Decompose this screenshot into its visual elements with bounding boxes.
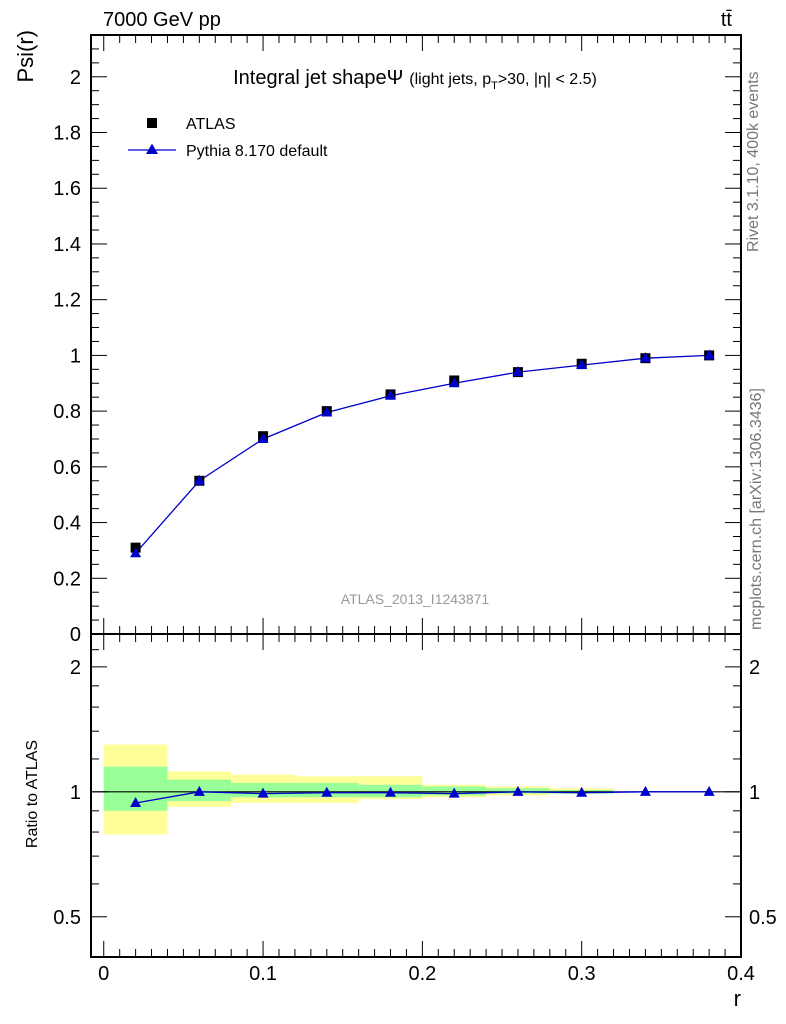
x-tick-label: 0.1 bbox=[249, 963, 277, 985]
pythia-point bbox=[130, 547, 142, 558]
pythia-point bbox=[385, 389, 397, 400]
pythia-point bbox=[703, 349, 715, 360]
pythia-point bbox=[321, 406, 333, 417]
ratio-point bbox=[639, 785, 651, 796]
legend-marker-pythia bbox=[146, 143, 158, 154]
pythia-point bbox=[576, 359, 588, 370]
analysis-tag: ATLAS_2013_I1243871 bbox=[341, 591, 490, 607]
y-axis-label: Psi(r) bbox=[13, 30, 38, 83]
y-tick-label: 1.6 bbox=[53, 178, 81, 200]
pythia-point bbox=[193, 474, 205, 485]
chart-title-text: Integral jet shape bbox=[233, 67, 386, 89]
ratio-tick-label-right: 1 bbox=[749, 782, 760, 804]
chart-title-symbol: Ψ bbox=[387, 67, 404, 89]
ratio-tick-label-right: 2 bbox=[749, 657, 760, 679]
legend-marker-atlas bbox=[147, 118, 157, 128]
pythia-point bbox=[512, 366, 524, 377]
y-tick-label: 2 bbox=[70, 67, 81, 89]
y-tick-label: 0.8 bbox=[53, 401, 81, 423]
energy-label: 7000 GeV pp bbox=[103, 9, 221, 31]
ratio-tick-label: 0.5 bbox=[53, 907, 81, 929]
legend-label-pythia: Pythia 8.170 default bbox=[186, 143, 328, 160]
process-label: tt̄ bbox=[720, 9, 732, 31]
ratio-point bbox=[448, 787, 460, 798]
y-tick-label: 1.4 bbox=[53, 234, 81, 256]
x-tick-label: 0 bbox=[98, 963, 109, 985]
ratio-point bbox=[576, 786, 588, 797]
x-tick-label: 0.4 bbox=[727, 963, 755, 985]
ratio-tick-label: 2 bbox=[70, 657, 81, 679]
ratio-point bbox=[130, 796, 142, 807]
y-tick-label: 1.2 bbox=[53, 290, 81, 312]
chart-title: Integral jet shapeΨ (light jets, pT>30, |… bbox=[233, 67, 597, 92]
ratio-point bbox=[257, 787, 269, 798]
ratio-point bbox=[385, 786, 397, 797]
ratio-point bbox=[512, 785, 524, 796]
legend: ATLAS Pythia 8.170 default bbox=[128, 116, 328, 160]
pythia-point bbox=[257, 432, 269, 443]
y-tick-label: 1.8 bbox=[53, 123, 81, 145]
legend-label-atlas: ATLAS bbox=[186, 116, 236, 133]
y-tick-label: 0.6 bbox=[53, 457, 81, 479]
pythia-point bbox=[448, 377, 460, 388]
ratio-line bbox=[135, 791, 710, 804]
y-tick-label: 0.4 bbox=[53, 513, 81, 535]
cuts-text-close: >30, |η| < 2.5) bbox=[498, 71, 597, 88]
ratio-point bbox=[321, 786, 333, 797]
ratio-point bbox=[703, 785, 715, 796]
cuts-text-sub: T bbox=[491, 80, 498, 92]
pythia-point bbox=[639, 352, 651, 363]
x-tick-label: 0.2 bbox=[408, 963, 436, 985]
svg-text:Integral jet shapeΨ(light jets: Integral jet shapeΨ (light jets, pT>30, |… bbox=[233, 67, 597, 92]
y-tick-label: 0.2 bbox=[53, 568, 81, 590]
y-tick-label: 1 bbox=[70, 345, 81, 367]
ratio-plot-frame bbox=[90, 633, 742, 958]
ratio-tick-label-right: 0.5 bbox=[749, 907, 777, 929]
y-tick-label: 0 bbox=[70, 624, 81, 646]
cuts-text-open: (light jets, p bbox=[409, 71, 491, 88]
ratio-point bbox=[193, 785, 205, 796]
pythia-line bbox=[135, 354, 710, 554]
x-axis-label: r bbox=[734, 986, 741, 1011]
ratio-tick-label: 1 bbox=[70, 782, 81, 804]
x-tick-label: 0.3 bbox=[568, 963, 596, 985]
ratio-y-axis-label: Ratio to ATLAS bbox=[24, 740, 41, 848]
